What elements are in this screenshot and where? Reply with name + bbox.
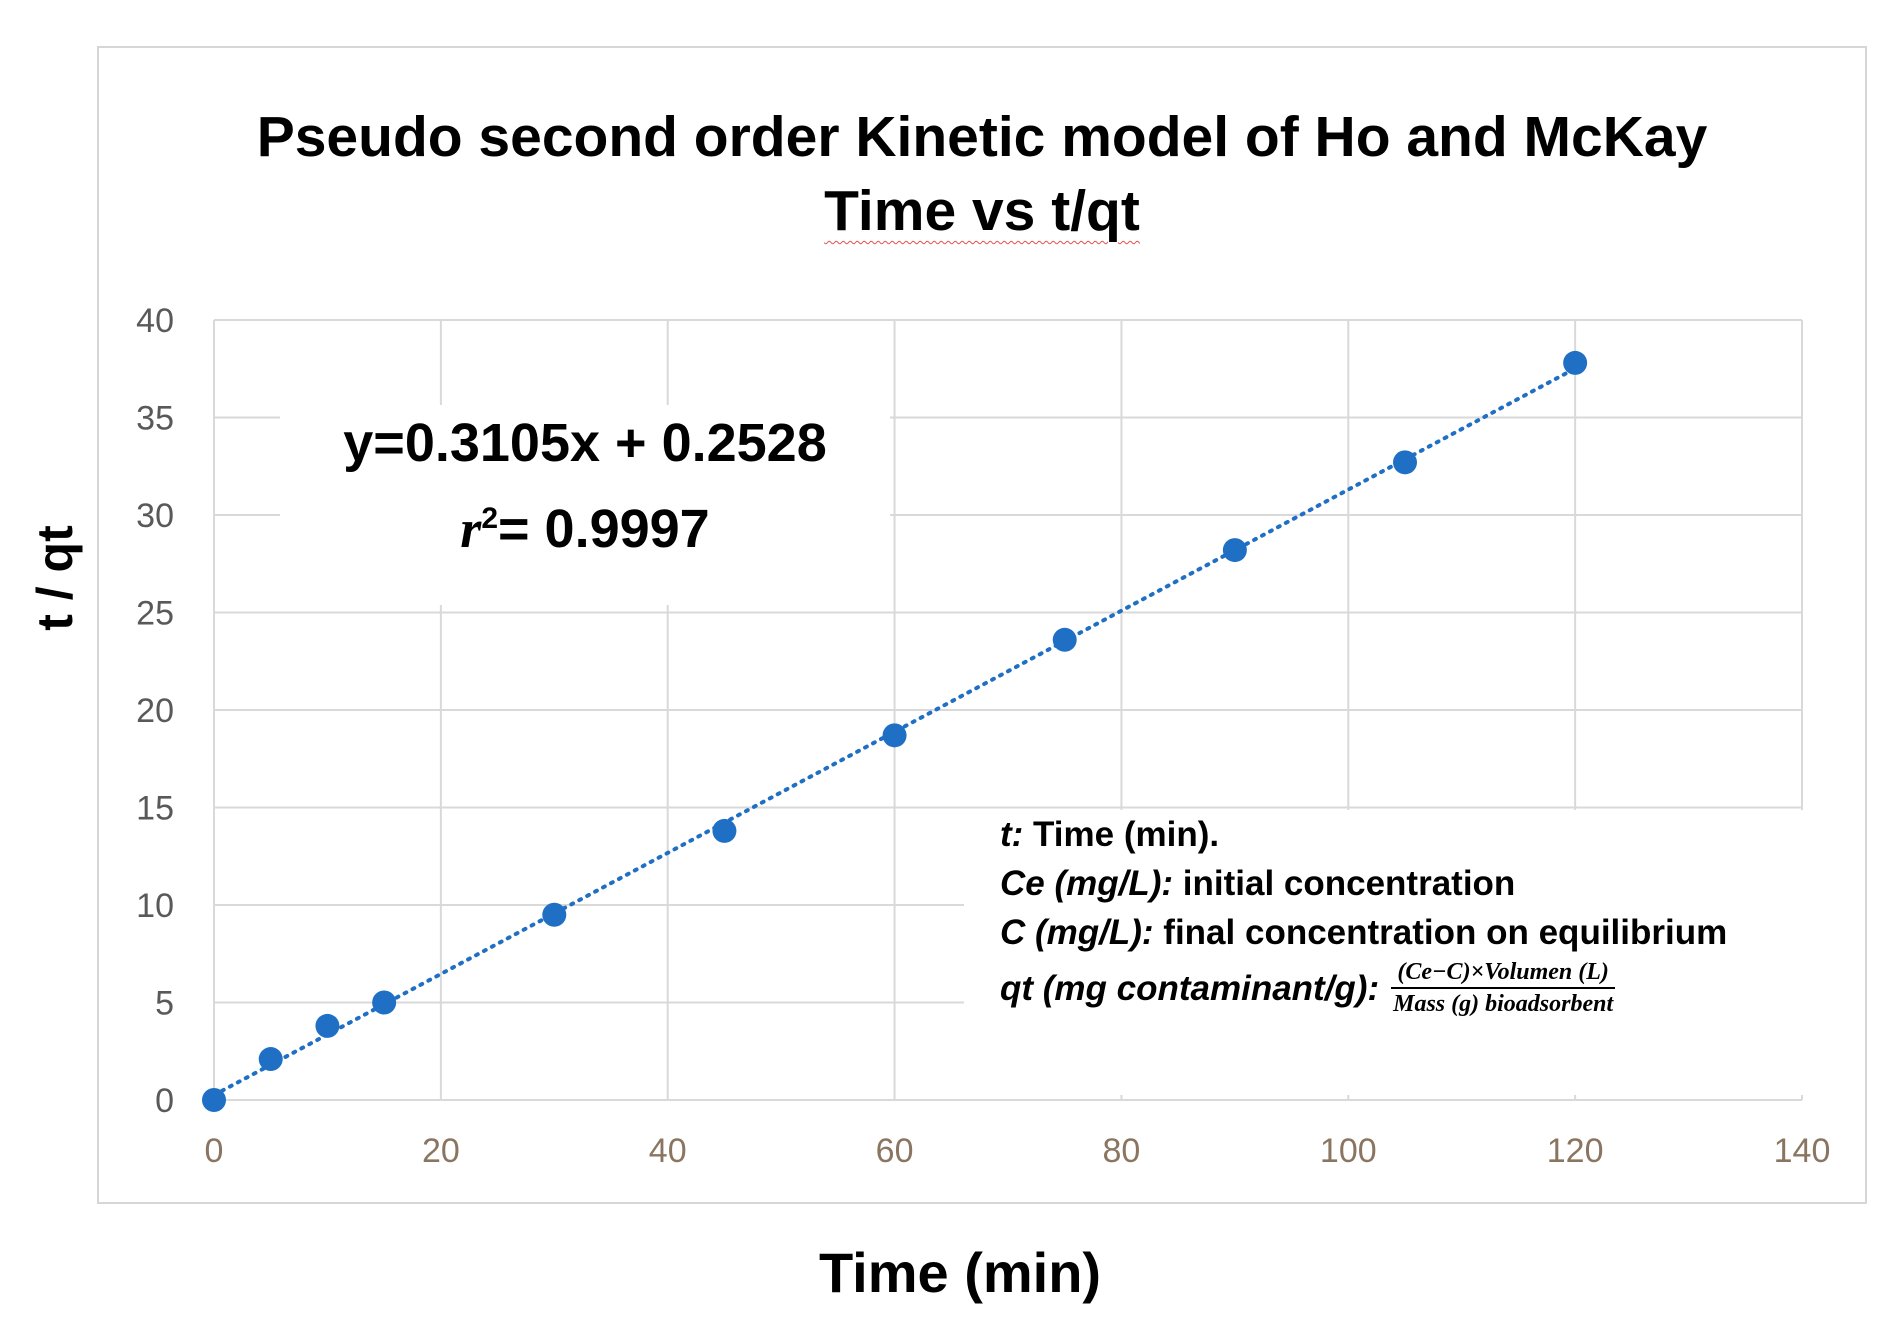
data-point <box>712 818 737 843</box>
qt-formula: (Ce−C)×Volumen (L) Mass (g) bioadsorbent <box>1387 957 1619 1019</box>
y-axis-label: t / qt <box>27 525 83 631</box>
legend-desc: initial concentration <box>1173 864 1516 903</box>
data-point <box>1052 627 1077 652</box>
trendline <box>212 366 1578 1098</box>
legend-desc: final concentration on equilibrium <box>1153 913 1728 952</box>
legend-term: C (mg/L): <box>1000 913 1154 952</box>
r-squared-exponent: 2 <box>481 502 498 535</box>
y-tick-label: 30 <box>136 497 174 535</box>
x-tick-labels: 0 20 40 60 80 100 120 140 <box>205 1132 1831 1170</box>
y-tick-label: 15 <box>136 790 174 828</box>
chart-title: Pseudo second order Kinetic model of Ho … <box>97 100 1867 248</box>
x-tick-label: 0 <box>205 1132 224 1170</box>
r-squared-value: = 0.9997 <box>498 499 710 559</box>
legend-term: t: <box>1000 815 1024 854</box>
x-tick-label: 140 <box>1774 1132 1831 1170</box>
data-points <box>202 350 1588 1112</box>
y-tick-label: 25 <box>136 595 174 633</box>
y-tick-label: 5 <box>155 985 174 1023</box>
y-tick-label: 20 <box>136 692 174 730</box>
data-point <box>315 1013 340 1038</box>
legend-term: Ce (mg/L): <box>1000 864 1174 903</box>
legend-row-ce: Ce (mg/L): initial concentration <box>1000 859 1864 908</box>
y-tick-label: 35 <box>136 400 174 438</box>
data-point <box>1563 350 1588 375</box>
x-tick-label: 100 <box>1320 1132 1377 1170</box>
qt-formula-denominator: Mass (g) bioadsorbent <box>1393 991 1614 1017</box>
legend-row-t: t: Time (min). <box>1000 810 1864 859</box>
variable-legend: t: Time (min). Ce (mg/L): initial concen… <box>964 810 1864 1095</box>
y-tick-labels: 0 5 10 15 20 25 30 35 40 <box>136 302 174 1120</box>
x-tick-label: 80 <box>1103 1132 1141 1170</box>
legend-term: qt (mg contaminant/g): <box>1000 968 1380 1008</box>
data-point <box>372 990 397 1015</box>
x-tick-label: 60 <box>876 1132 914 1170</box>
y-tick-label: 10 <box>136 887 174 925</box>
data-point <box>202 1088 226 1112</box>
r-squared: r2= 0.9997 <box>280 481 890 567</box>
x-axis-label: Time (min) <box>818 1241 1102 1304</box>
legend-desc: Time (min). <box>1023 815 1220 854</box>
qt-formula-numerator: (Ce−C)×Volumen (L) <box>1391 957 1615 989</box>
legend-row-qt: qt (mg contaminant/g): (Ce−C)×Volumen (L… <box>1000 957 1864 1019</box>
equation-text: y=0.3105x + 0.2528 <box>343 413 827 473</box>
data-point <box>1222 538 1247 563</box>
data-point <box>882 723 907 748</box>
legend-row-c: C (mg/L): final concentration on equilib… <box>1000 908 1864 957</box>
r-squared-symbol: r <box>460 499 482 559</box>
data-point <box>542 902 567 927</box>
chart-title-line-1: Pseudo second order Kinetic model of Ho … <box>256 105 1708 169</box>
equation-box: y=0.3105x + 0.2528 r2= 0.9997 <box>280 405 890 605</box>
y-tick-label: 40 <box>136 302 174 340</box>
data-point <box>1393 450 1417 475</box>
y-tick-label: 0 <box>155 1082 174 1120</box>
x-tick-label: 20 <box>422 1132 460 1170</box>
x-tick-label: 120 <box>1547 1132 1604 1170</box>
data-point <box>258 1047 283 1072</box>
x-tick-label: 40 <box>649 1132 687 1170</box>
chart-title-line-2: Time vs t/qt <box>824 179 1140 243</box>
